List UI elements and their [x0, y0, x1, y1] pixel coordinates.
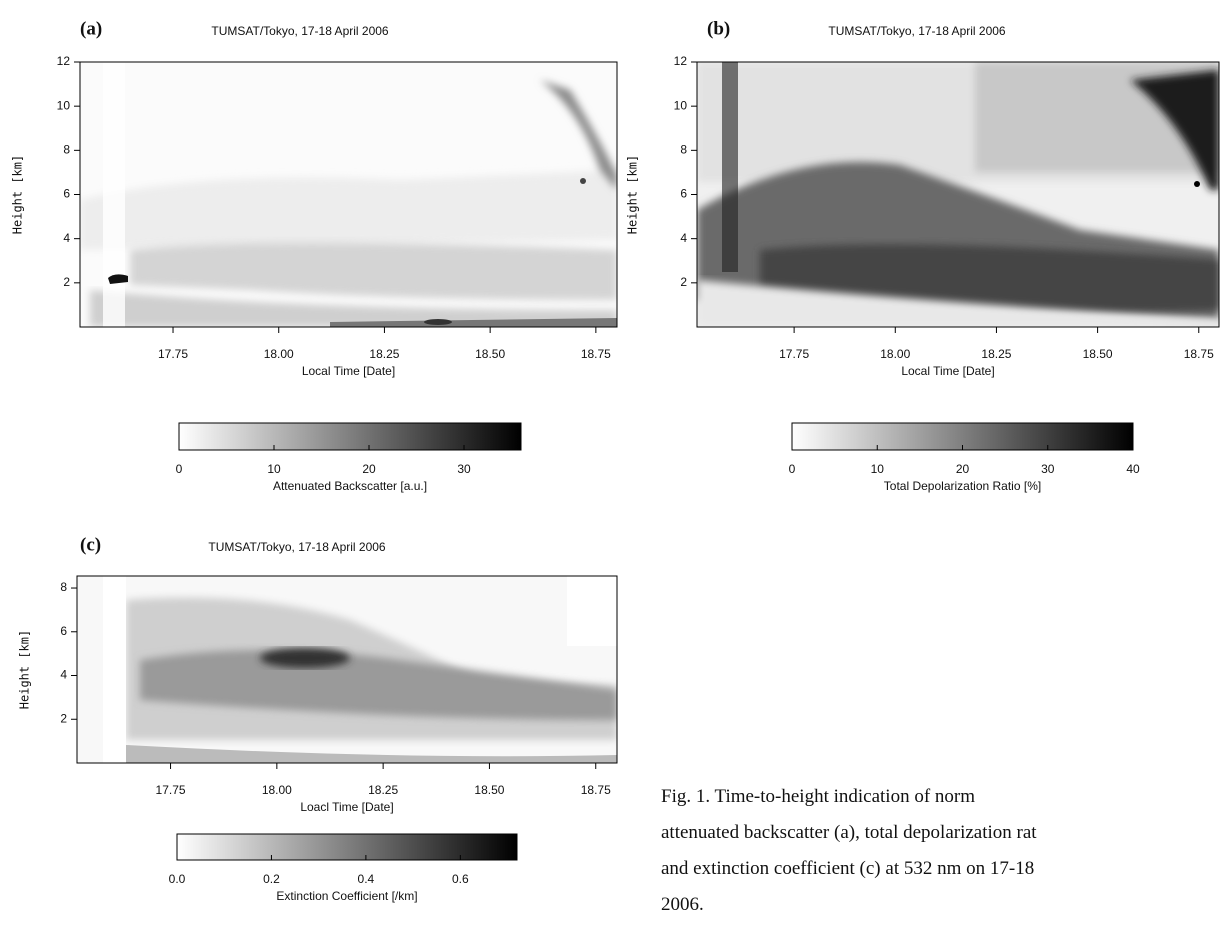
panel-label: (b)	[707, 18, 730, 39]
image-b	[697, 62, 1219, 327]
y-tick-label: 2	[60, 711, 67, 725]
y-axis-label: Height [km]	[11, 155, 25, 234]
y-tick-label: 4	[680, 231, 687, 245]
x-axis-label: Local Time [Date]	[901, 364, 994, 378]
colorbar-tick-label: 30	[1041, 462, 1055, 476]
y-tick-label: 2	[680, 275, 687, 289]
colorbar-tick-label: 0	[176, 462, 183, 476]
image-a	[80, 62, 617, 327]
image-c	[77, 576, 617, 763]
y-axis-label: Height [km]	[626, 155, 640, 234]
colorbar-tick-label: 0.6	[452, 872, 469, 886]
panel-label: (a)	[80, 18, 102, 39]
colorbar-tick-label: 40	[1126, 462, 1140, 476]
y-tick-label: 6	[63, 187, 70, 201]
x-axis-label: Local Time [Date]	[302, 364, 395, 378]
colorbar-tick-label: 0.4	[358, 872, 375, 886]
y-tick-label: 8	[63, 143, 70, 157]
y-tick-label: 6	[680, 187, 687, 201]
x-tick-label: 18.50	[475, 347, 505, 361]
colorbar-tick-label: 10	[871, 462, 885, 476]
y-tick-label: 6	[60, 624, 67, 638]
x-tick-label: 17.75	[156, 783, 186, 797]
y-tick-label: 4	[63, 231, 70, 245]
colorbar	[178, 422, 522, 451]
colorbar	[176, 833, 518, 861]
x-tick-label: 18.75	[581, 347, 611, 361]
colorbar-label: Total Depolarization Ratio [%]	[884, 479, 1041, 493]
x-tick-label: 18.75	[581, 783, 611, 797]
y-tick-label: 8	[60, 580, 67, 594]
x-tick-label: 18.00	[262, 783, 292, 797]
y-tick-label: 12	[57, 54, 71, 68]
colorbar-tick-label: 0.0	[169, 872, 186, 886]
colorbar-tick-label: 10	[267, 462, 281, 476]
colorbar-tick-label: 0.2	[263, 872, 280, 886]
x-tick-label: 18.00	[264, 347, 294, 361]
colorbar-label: Extinction Coefficient [/km]	[276, 889, 417, 903]
x-tick-label: 17.75	[779, 347, 809, 361]
x-tick-label: 18.00	[880, 347, 910, 361]
y-tick-label: 10	[57, 98, 71, 112]
colorbar-tick-label: 0	[789, 462, 796, 476]
colorbar-label: Attenuated Backscatter [a.u.]	[273, 479, 427, 493]
x-axis-label: Loacl Time [Date]	[300, 800, 393, 814]
panel-label: (c)	[80, 534, 101, 555]
y-tick-label: 10	[674, 98, 688, 112]
x-tick-label: 18.25	[368, 783, 398, 797]
colorbar-tick-label: 20	[362, 462, 376, 476]
panel-title: TUMSAT/Tokyo, 17-18 April 2006	[211, 24, 389, 38]
y-tick-label: 12	[674, 54, 688, 68]
caption-line: Fig. 1. Time-to-height indication of nor…	[661, 786, 975, 807]
panel-title: TUMSAT/Tokyo, 17-18 April 2006	[828, 24, 1006, 38]
panel-title: TUMSAT/Tokyo, 17-18 April 2006	[208, 540, 386, 554]
y-tick-label: 2	[63, 275, 70, 289]
colorbar-tick-label: 20	[956, 462, 970, 476]
x-tick-label: 18.25	[981, 347, 1011, 361]
y-tick-label: 8	[680, 143, 687, 157]
x-tick-label: 18.25	[369, 347, 399, 361]
y-tick-label: 4	[60, 668, 67, 682]
caption-line: attenuated backscatter (a), total depola…	[661, 822, 1037, 843]
plot-frame	[76, 575, 618, 764]
x-tick-label: 18.50	[474, 783, 504, 797]
y-axis-label: Height [km]	[18, 630, 32, 709]
colorbar-tick-label: 30	[457, 462, 471, 476]
x-tick-label: 18.50	[1083, 347, 1113, 361]
x-tick-label: 17.75	[158, 347, 188, 361]
x-tick-label: 18.75	[1184, 347, 1214, 361]
caption-line: 2006.	[661, 894, 704, 915]
caption-line: and extinction coefficient (c) at 532 nm…	[661, 858, 1034, 879]
